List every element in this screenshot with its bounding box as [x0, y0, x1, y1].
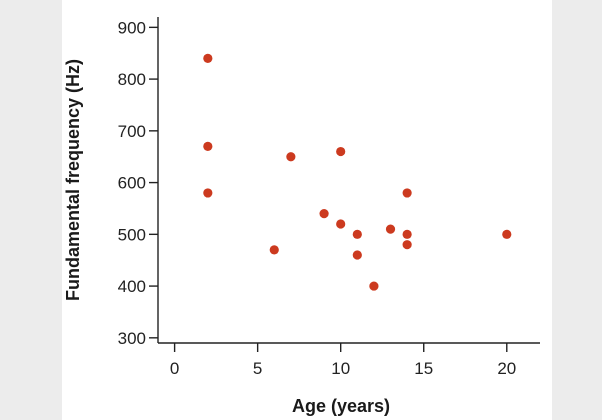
data-point [203, 141, 213, 151]
data-point [402, 229, 412, 239]
data-point [402, 188, 412, 198]
y-tick-label: 700 [118, 122, 146, 141]
data-point [352, 250, 362, 260]
data-point [286, 152, 296, 162]
x-tick-label: 20 [497, 359, 516, 378]
data-point [336, 146, 346, 157]
x-tick-label: 5 [253, 359, 262, 378]
y-tick-label: 600 [118, 174, 146, 193]
chart-panel [62, 0, 552, 420]
y-tick-label: 800 [118, 70, 146, 89]
y-tick-label: 400 [118, 277, 146, 296]
y-axis: 300 400 500 600 700 800 900 [118, 17, 159, 348]
data-point [402, 240, 412, 250]
y-tick-label: 500 [118, 225, 146, 244]
data-point [319, 209, 329, 219]
y-axis-title: Fundamental frequency (Hz) [63, 59, 83, 301]
data-point [369, 281, 379, 291]
data-points [203, 53, 512, 291]
y-tick-label: 300 [118, 329, 146, 348]
x-tick-label: 15 [414, 359, 433, 378]
data-point [203, 188, 213, 198]
data-point [502, 229, 512, 239]
data-point [385, 224, 396, 234]
data-point [352, 229, 362, 239]
data-point [269, 245, 279, 255]
x-axis: 0 5 10 15 20 [158, 342, 540, 378]
y-tick-label: 900 [118, 18, 146, 37]
x-tick-label: 10 [331, 359, 350, 378]
data-point [203, 53, 213, 63]
data-point [336, 219, 346, 229]
x-tick-label: 0 [170, 359, 179, 378]
x-axis-title: Age (years) [292, 396, 390, 416]
